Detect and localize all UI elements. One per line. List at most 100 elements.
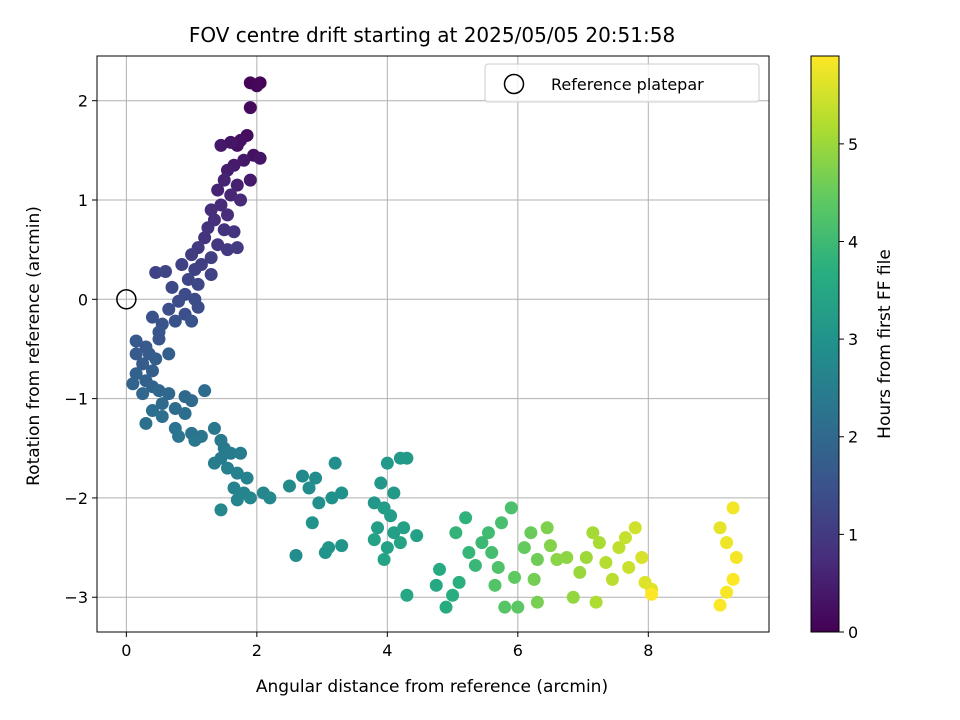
scatter-point xyxy=(511,600,525,614)
scatter-point xyxy=(377,553,391,567)
scatter-point xyxy=(371,521,385,535)
scatter-point xyxy=(168,314,182,328)
scatter-point xyxy=(635,551,649,565)
scatter-point xyxy=(237,153,251,167)
scatter-point xyxy=(149,265,163,279)
scatter-point xyxy=(185,248,199,262)
scatter-point xyxy=(159,265,173,279)
scatter-point xyxy=(204,251,218,265)
scatter-point xyxy=(433,562,447,576)
y-tick-label: −1 xyxy=(64,390,88,409)
scatter-point xyxy=(227,225,241,239)
legend-label-reference-platepar: Reference platepar xyxy=(551,75,704,94)
scatter-point xyxy=(243,491,257,505)
reference-marker-group xyxy=(116,289,137,310)
scatter-point xyxy=(495,516,509,530)
x-tick-label: 0 xyxy=(121,641,131,660)
scatter-point xyxy=(393,536,407,550)
scatter-point xyxy=(374,476,388,490)
scatter-point xyxy=(485,546,499,560)
scatter-point xyxy=(645,587,659,601)
scatter-point xyxy=(387,486,401,500)
colorbar-label: Hours from first FF file xyxy=(875,249,895,439)
scatter-point xyxy=(530,595,544,609)
scatter-point xyxy=(129,347,143,361)
scatter-point xyxy=(172,294,186,308)
scatter-point xyxy=(243,101,257,115)
scatter-point xyxy=(296,469,310,483)
scatter-point xyxy=(622,560,636,574)
scatter-point xyxy=(198,231,212,245)
scatter-point xyxy=(214,138,228,152)
scatter-point xyxy=(429,578,443,592)
scatter-point xyxy=(234,193,248,207)
scatter-point xyxy=(230,466,244,480)
scatter-point xyxy=(305,516,319,530)
scatter-point xyxy=(217,223,231,237)
scatter-point xyxy=(207,421,221,435)
scatter-point xyxy=(504,501,518,515)
scatter-point xyxy=(720,585,734,599)
scatter-point xyxy=(449,526,463,540)
scatter-point xyxy=(468,558,482,572)
scatter-point xyxy=(481,526,495,540)
scatter-point xyxy=(145,310,159,324)
scatter-point xyxy=(220,243,234,257)
scatter-point xyxy=(713,521,727,535)
scatter-point xyxy=(302,481,316,495)
scatter-point xyxy=(282,479,296,493)
colorbar-tick-label: 4 xyxy=(848,232,858,251)
scatter-point xyxy=(198,384,212,398)
reference-platepar-marker xyxy=(116,289,137,310)
legend-reference-marker xyxy=(503,73,525,95)
scatter-point xyxy=(204,267,218,281)
scatter-point xyxy=(530,553,544,567)
scatter-point xyxy=(439,600,453,614)
y-axis-ticks: −3 −2 −1 0 1 2 xyxy=(64,92,97,607)
scatter-point xyxy=(230,493,244,507)
scatter-point xyxy=(400,451,414,465)
scatter-point xyxy=(188,263,202,277)
scatter-point xyxy=(452,575,466,589)
scatter-point xyxy=(172,429,186,443)
scatter-point xyxy=(253,151,267,165)
scatter-point xyxy=(380,541,394,555)
scatter-point xyxy=(322,541,336,555)
scatter-point xyxy=(230,241,244,255)
scatter-point xyxy=(524,526,538,540)
scatter-point xyxy=(384,509,398,523)
colorbar xyxy=(810,55,840,633)
scatter-point xyxy=(129,334,143,348)
scatter-point xyxy=(325,491,339,505)
scatter-point xyxy=(726,501,740,515)
y-tick-label: 2 xyxy=(78,92,88,111)
y-tick-label: 1 xyxy=(78,191,88,210)
scatter-point xyxy=(540,521,554,535)
scatter-point xyxy=(573,565,587,579)
scatter-point xyxy=(599,555,613,569)
scatter-point xyxy=(446,588,460,602)
scatter-point xyxy=(181,272,195,286)
scatter-point xyxy=(162,387,176,401)
scatter-point xyxy=(230,178,244,192)
scatter-point xyxy=(459,511,473,525)
scatter-point xyxy=(129,367,143,381)
scatter-point xyxy=(713,598,727,612)
scatter-point xyxy=(139,416,153,430)
scatter-point xyxy=(204,203,218,217)
scatter-point xyxy=(224,135,238,149)
scatter-point xyxy=(312,496,326,510)
scatter-point xyxy=(188,433,202,447)
scatter-point xyxy=(367,533,381,547)
scatter-point xyxy=(527,572,541,586)
scatter-point xyxy=(729,551,743,565)
scatter-point xyxy=(152,332,166,346)
scatter-point xyxy=(397,521,411,535)
scatter-point xyxy=(400,588,414,602)
scatter-point xyxy=(162,302,176,316)
scatter-point xyxy=(566,590,580,604)
y-tick-label: 0 xyxy=(78,290,88,309)
scatter-point xyxy=(185,314,199,328)
scatter-point xyxy=(191,277,205,291)
